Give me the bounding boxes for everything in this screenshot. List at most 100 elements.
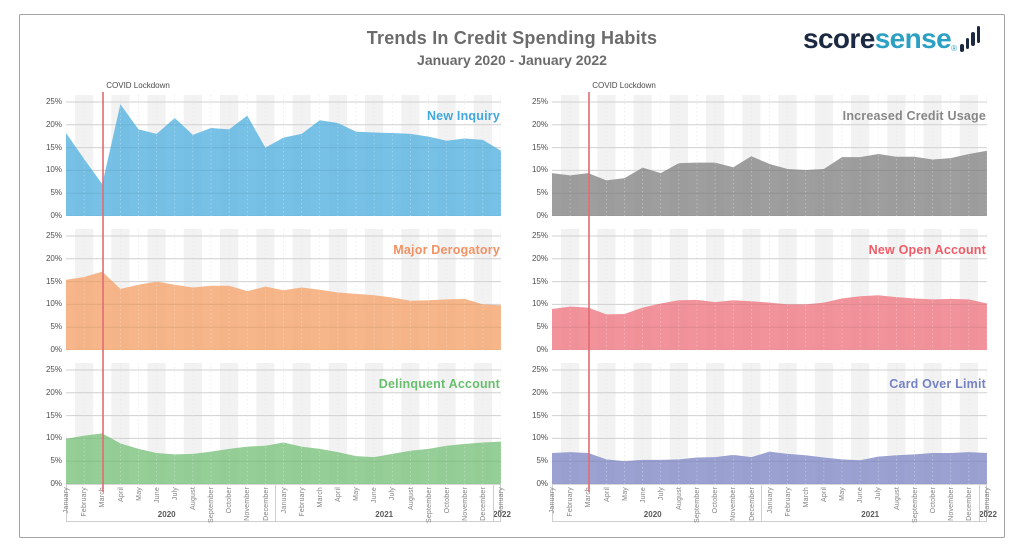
month-cell: November [457, 487, 475, 521]
chart-column-right: COVID Lockdown 25% 20% 15% 10% 5% 0% Increased… [518, 79, 997, 523]
annotation-strip: COVID Lockdown [518, 79, 992, 95]
year-label: 2021 [375, 510, 394, 519]
month-cell: November [239, 487, 257, 521]
month-label: December [480, 487, 488, 521]
year-separator [492, 485, 494, 521]
month-label: November [947, 487, 955, 521]
month-cell: December [475, 487, 493, 521]
month-label: August [676, 487, 684, 510]
month-label: September [208, 487, 216, 524]
covid-lockdown-label: COVID Lockdown [592, 81, 656, 90]
month-label: December [748, 487, 756, 521]
month-cell: October [439, 487, 457, 517]
month-cell: May [130, 487, 148, 517]
area-chart-new-open-account [552, 229, 987, 350]
month-cell: August [888, 487, 906, 517]
year-separator [761, 485, 763, 521]
month-cell: May [616, 487, 634, 517]
month-cell: December [257, 487, 275, 521]
y-axis-labels: 25% 20% 15% 10% 5% 0% [32, 95, 66, 220]
y-tick-label: 25% [45, 231, 62, 240]
month-label: December [262, 487, 270, 521]
series-label-major-derogatory: Major Derogatory [393, 243, 500, 257]
y-tick-label: 25% [45, 97, 62, 106]
year-label: 2021 [861, 510, 880, 519]
chart-column-left: COVID Lockdown 25% 20% 15% 10% 5% 0% New Inqui… [32, 79, 511, 524]
chart-row-new-inquiry: 25% 20% 15% 10% 5% 0% New Inquiry [32, 95, 506, 220]
ascending-bars-icon [960, 26, 980, 52]
month-label: September [425, 487, 433, 524]
page-title: Trends In Credit Spending Habits [366, 28, 658, 48]
chart-row-card-over-limit: 25% 20% 15% 10% 5% 0% Card Over Limit [518, 363, 992, 488]
y-tick-label: 10% [45, 299, 62, 309]
month-label: June [857, 487, 865, 503]
y-tick-label: 15% [531, 410, 548, 420]
chart-row-delinquent-account: 25% 20% 15% 10% 5% 0% Delinquent Account [32, 363, 506, 488]
month-label: June [153, 487, 161, 503]
month-cell: February [562, 487, 580, 517]
month-label: January [280, 487, 288, 514]
series-label-card-over-limit: Card Over Limit [889, 377, 986, 391]
month-label: July [171, 487, 179, 501]
month-label: October [929, 487, 937, 514]
year-label: 2020 [643, 510, 662, 519]
month-cell: March [798, 487, 816, 517]
y-tick-label: 15% [45, 276, 62, 286]
month-cell: April [112, 487, 130, 517]
month-cell: September [906, 487, 924, 523]
month-cell: August [402, 487, 420, 517]
y-tick-label: 0% [50, 479, 62, 488]
y-tick-label: 5% [50, 188, 62, 198]
month-label: April [117, 487, 125, 503]
chart-row-increased-credit-usage: 25% 20% 15% 10% 5% 0% Increased Credit Usage [518, 95, 992, 220]
y-tick-label: 25% [45, 365, 62, 374]
month-label: January [549, 487, 557, 514]
y-tick-label: 0% [536, 479, 548, 488]
month-label: April [821, 487, 829, 503]
month-label: June [639, 487, 647, 503]
month-cell: October [221, 487, 239, 517]
area-chart-card-over-limit [552, 363, 987, 484]
month-label: November [461, 487, 469, 521]
series-label-new-open-account: New Open Account [868, 243, 986, 257]
y-tick-label: 0% [50, 345, 62, 354]
month-cell: April [816, 487, 834, 517]
series-label-new-inquiry: New Inquiry [426, 109, 500, 123]
y-tick-label: 15% [45, 142, 62, 152]
area-chart-increased-credit-usage [552, 95, 987, 216]
y-tick-label: 20% [531, 253, 548, 263]
month-cell: January [761, 487, 779, 517]
axis-band: January February March April May June July Augu… [549, 484, 997, 523]
month-cell: November [943, 487, 961, 521]
year-label: 2020 [157, 510, 176, 519]
month-label: October [712, 487, 720, 514]
month-cell: April [598, 487, 616, 517]
logo-text-sense: sense [874, 23, 952, 54]
year-label: 2022 [979, 510, 997, 519]
chart-row-major-derogatory: 25% 20% 15% 10% 5% 0% Major Derogatory [32, 229, 506, 354]
y-tick-label: 20% [45, 119, 62, 129]
month-label: February [784, 487, 792, 517]
y-axis-labels: 25% 20% 15% 10% 5% 0% [32, 229, 66, 354]
y-tick-label: 10% [531, 433, 548, 443]
month-label: August [407, 487, 415, 510]
y-tick-label: 20% [531, 119, 548, 129]
y-tick-label: 15% [531, 276, 548, 286]
y-tick-label: 15% [45, 410, 62, 420]
area-chart-delinquent-account [66, 363, 501, 484]
month-cell: September [203, 487, 221, 523]
month-label: November [244, 487, 252, 521]
month-label: February [81, 487, 89, 517]
month-cell: May [834, 487, 852, 517]
month-label: October [226, 487, 234, 514]
series-label-delinquent-account: Delinquent Account [378, 377, 500, 391]
y-tick-label: 0% [536, 211, 548, 220]
month-cell: January [275, 487, 293, 517]
month-label: February [567, 487, 575, 517]
month-label: December [966, 487, 974, 521]
registered-trademark-symbol: ® [951, 44, 957, 53]
y-tick-label: 20% [531, 387, 548, 397]
y-axis-labels: 25% 20% 15% 10% 5% 0% [518, 229, 552, 354]
month-cell: April [330, 487, 348, 517]
year-separator [978, 485, 980, 521]
